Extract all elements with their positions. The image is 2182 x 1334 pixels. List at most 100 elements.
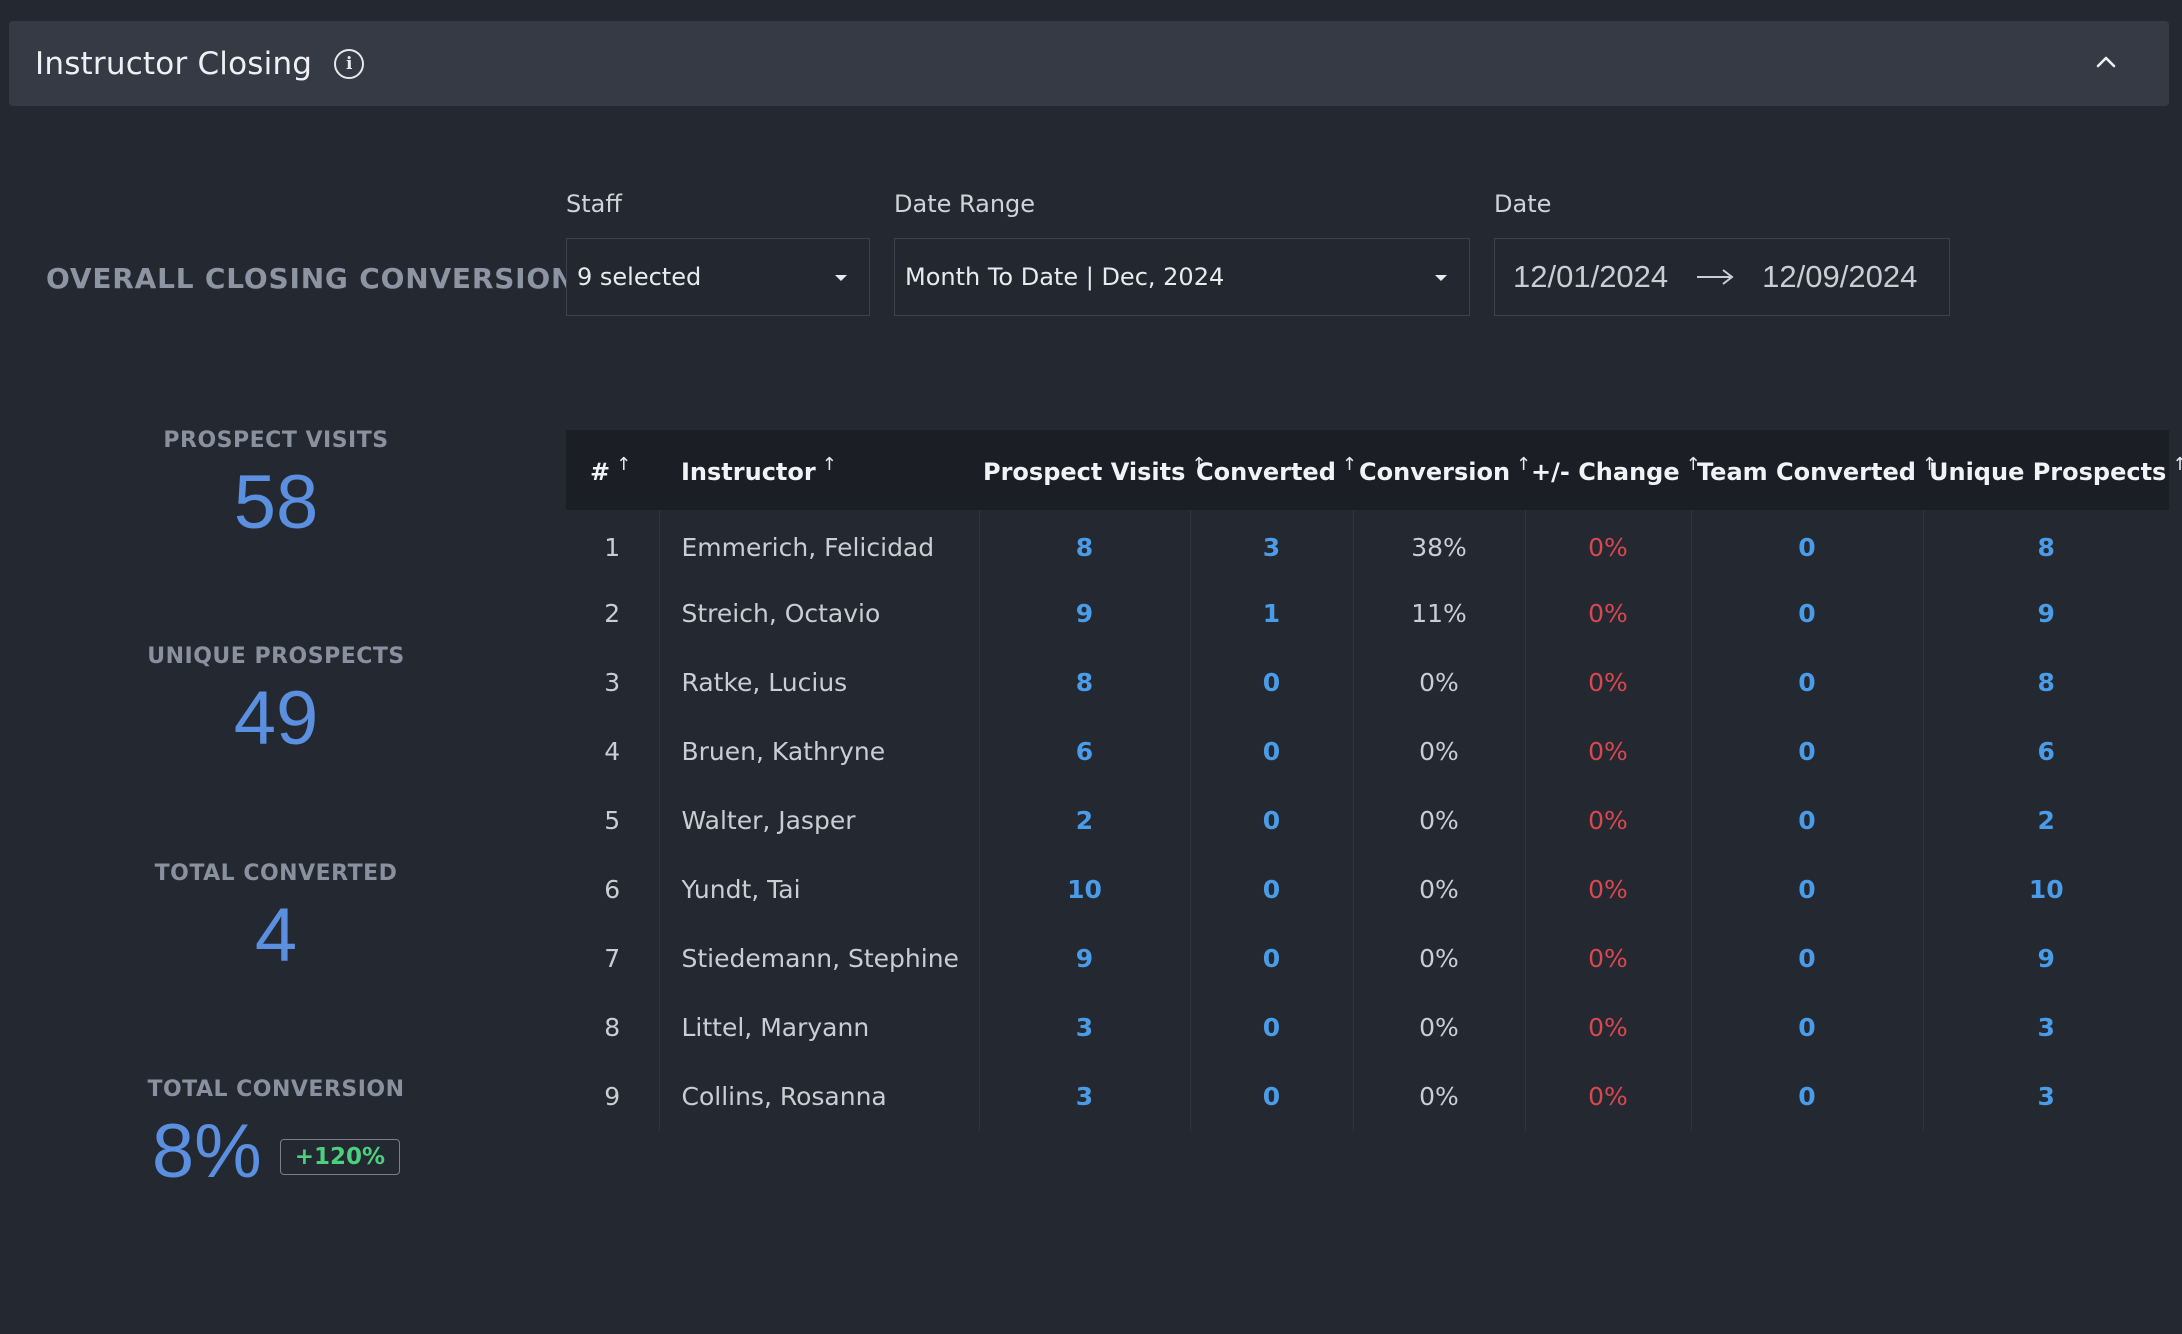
table-row[interactable]: 5 Walter, Jasper 2 0 0% 0% 0 2 bbox=[566, 786, 2169, 855]
staff-label: Staff bbox=[566, 190, 622, 218]
cell-unique-prospects[interactable]: 6 bbox=[1922, 717, 2169, 786]
sort-arrow-icon[interactable]: ↑ bbox=[1191, 454, 1207, 475]
table-row[interactable]: 6 Yundt, Tai 10 0 0% 0% 0 10 bbox=[566, 855, 2169, 924]
date-filter: Date 12/01/2024 12/09/2024 bbox=[1494, 190, 1950, 316]
cell-index: 5 bbox=[604, 806, 621, 835]
cell-converted[interactable]: 0 bbox=[1189, 855, 1353, 924]
info-icon[interactable]: i bbox=[334, 48, 365, 79]
cell-index: 2 bbox=[604, 599, 621, 628]
cell-prospect-visits[interactable]: 8 bbox=[978, 510, 1190, 579]
cell-prospect-visits[interactable]: 9 bbox=[978, 924, 1190, 993]
date-range-select-value: Month To Date | Dec, 2024 bbox=[905, 263, 1225, 291]
cell-team-converted[interactable]: 0 bbox=[1690, 993, 1923, 1062]
cell-team-converted[interactable]: 0 bbox=[1690, 510, 1923, 579]
cell-converted[interactable]: 0 bbox=[1189, 786, 1353, 855]
staff-filter: Staff 9 selected bbox=[566, 190, 870, 316]
staff-select-value: 9 selected bbox=[577, 263, 702, 291]
sort-arrow-icon[interactable]: ↑ bbox=[1341, 454, 1357, 475]
cell-conversion: 0% bbox=[1352, 924, 1525, 993]
column-header-label: # bbox=[590, 458, 611, 486]
cell-prospect-visits[interactable]: 2 bbox=[978, 786, 1190, 855]
table-row[interactable]: 3 Ratke, Lucius 8 0 0% 0% 0 8 bbox=[566, 648, 2169, 717]
cell-team-converted[interactable]: 0 bbox=[1690, 717, 1923, 786]
start-date-input[interactable]: 12/01/2024 bbox=[1513, 259, 1669, 294]
column-header-prospect-visits[interactable]: Prospect Visits ↑ bbox=[979, 430, 1206, 510]
total-conversion-label: TOTAL CONVERSION bbox=[147, 1077, 405, 1102]
cell-converted[interactable]: 0 bbox=[1189, 924, 1353, 993]
cell-converted[interactable]: 0 bbox=[1189, 1062, 1353, 1131]
end-date-input[interactable]: 12/09/2024 bbox=[1762, 259, 1918, 294]
sort-arrow-icon[interactable]: ↑ bbox=[1516, 454, 1532, 475]
cell-converted[interactable]: 0 bbox=[1189, 648, 1353, 717]
cell-conversion: 0% bbox=[1352, 993, 1525, 1062]
prospect-visits-stat: PROSPECT VISITS 58 bbox=[0, 428, 552, 543]
cell-index: 4 bbox=[604, 737, 621, 766]
sort-arrow-icon[interactable]: ↑ bbox=[1685, 454, 1701, 475]
cell-team-converted[interactable]: 0 bbox=[1690, 1062, 1923, 1131]
cell-prospect-visits[interactable]: 9 bbox=[978, 579, 1190, 648]
cell-converted[interactable]: 0 bbox=[1189, 717, 1353, 786]
cell-prospect-visits[interactable]: 3 bbox=[978, 993, 1190, 1062]
table-row[interactable]: 4 Bruen, Kathryne 6 0 0% 0% 0 6 bbox=[566, 717, 2169, 786]
table-row[interactable]: 2 Streich, Octavio 9 1 11% 0% 0 9 bbox=[566, 579, 2169, 648]
cell-team-converted[interactable]: 0 bbox=[1690, 579, 1923, 648]
cell-converted[interactable]: 0 bbox=[1189, 993, 1353, 1062]
table-row[interactable]: 7 Stiedemann, Stephine 9 0 0% 0% 0 9 bbox=[566, 924, 2169, 993]
table-row[interactable]: 1 Emmerich, Felicidad 8 3 38% 0% 0 8 bbox=[566, 510, 2169, 579]
cell-change: 0% bbox=[1524, 1062, 1691, 1131]
column-header-unique-prospects[interactable]: Unique Prospects ↑ bbox=[1923, 430, 2182, 510]
cell-prospect-visits[interactable]: 3 bbox=[978, 1062, 1190, 1131]
prospect-visits-label: PROSPECT VISITS bbox=[163, 428, 389, 453]
cell-team-converted[interactable]: 0 bbox=[1690, 855, 1923, 924]
cell-unique-prospects[interactable]: 9 bbox=[1922, 924, 2169, 993]
cell-prospect-visits[interactable]: 6 bbox=[978, 717, 1190, 786]
cell-converted[interactable]: 1 bbox=[1189, 579, 1353, 648]
conversion-change-badge: +120% bbox=[279, 1139, 401, 1175]
cell-unique-prospects[interactable]: 8 bbox=[1922, 510, 2169, 579]
column-header-conversion[interactable]: Conversion ↑ bbox=[1353, 430, 1531, 510]
column-header-change[interactable]: +/- Change ↑ bbox=[1525, 430, 1701, 510]
total-converted-label: TOTAL CONVERTED bbox=[154, 861, 398, 886]
column-header-converted[interactable]: Converted ↑ bbox=[1190, 430, 1357, 510]
cell-unique-prospects[interactable]: 10 bbox=[1922, 855, 2169, 924]
caret-down-icon bbox=[835, 275, 847, 281]
column-header-team-converted[interactable]: Team Converted ↑ bbox=[1691, 430, 1937, 510]
sort-arrow-icon[interactable]: ↑ bbox=[616, 454, 632, 475]
table-row[interactable]: 9 Collins, Rosanna 3 0 0% 0% 0 3 bbox=[566, 1062, 2169, 1131]
cell-unique-prospects[interactable]: 8 bbox=[1922, 648, 2169, 717]
sort-arrow-icon[interactable]: ↑ bbox=[2172, 454, 2182, 475]
cell-converted[interactable]: 3 bbox=[1189, 510, 1353, 579]
column-header-instructor[interactable]: Instructor ↑ bbox=[659, 430, 979, 510]
cell-unique-prospects[interactable]: 9 bbox=[1922, 579, 2169, 648]
arrow-right-icon bbox=[1697, 269, 1734, 285]
column-header-label: +/- Change bbox=[1531, 458, 1680, 486]
table-body: 1 Emmerich, Felicidad 8 3 38% 0% 0 8 2 Streich, O… bbox=[566, 510, 2169, 1131]
cell-conversion: 11% bbox=[1352, 579, 1525, 648]
overall-closing-conversion-label: OVERALL CLOSING CONVERSION bbox=[46, 262, 576, 295]
cell-index: 1 bbox=[604, 533, 621, 562]
column-header-index[interactable]: # ↑ bbox=[566, 430, 659, 510]
cell-change: 0% bbox=[1524, 648, 1691, 717]
staff-select[interactable]: 9 selected bbox=[566, 238, 870, 316]
unique-prospects-label: UNIQUE PROSPECTS bbox=[147, 644, 405, 669]
cell-team-converted[interactable]: 0 bbox=[1690, 648, 1923, 717]
total-converted-value: 4 bbox=[254, 893, 298, 978]
cell-conversion: 38% bbox=[1352, 510, 1525, 579]
caret-down-icon bbox=[1435, 275, 1447, 281]
sort-arrow-icon[interactable]: ↑ bbox=[1921, 454, 1937, 475]
cell-prospect-visits[interactable]: 10 bbox=[978, 855, 1190, 924]
date-range-select[interactable]: Month To Date | Dec, 2024 bbox=[894, 238, 1470, 316]
table-row[interactable]: 8 Littel, Maryann 3 0 0% 0% 0 3 bbox=[566, 993, 2169, 1062]
date-range-picker[interactable]: 12/01/2024 12/09/2024 bbox=[1494, 238, 1950, 316]
cell-unique-prospects[interactable]: 2 bbox=[1922, 786, 2169, 855]
cell-index: 9 bbox=[604, 1082, 621, 1111]
cell-team-converted[interactable]: 0 bbox=[1690, 924, 1923, 993]
sort-arrow-icon[interactable]: ↑ bbox=[821, 454, 837, 475]
cell-prospect-visits[interactable]: 8 bbox=[978, 648, 1190, 717]
unique-prospects-stat: UNIQUE PROSPECTS 49 bbox=[0, 644, 552, 759]
chevron-up-icon[interactable] bbox=[2093, 49, 2119, 75]
cell-change: 0% bbox=[1524, 924, 1691, 993]
cell-unique-prospects[interactable]: 3 bbox=[1922, 993, 2169, 1062]
cell-unique-prospects[interactable]: 3 bbox=[1922, 1062, 2169, 1131]
cell-team-converted[interactable]: 0 bbox=[1690, 786, 1923, 855]
